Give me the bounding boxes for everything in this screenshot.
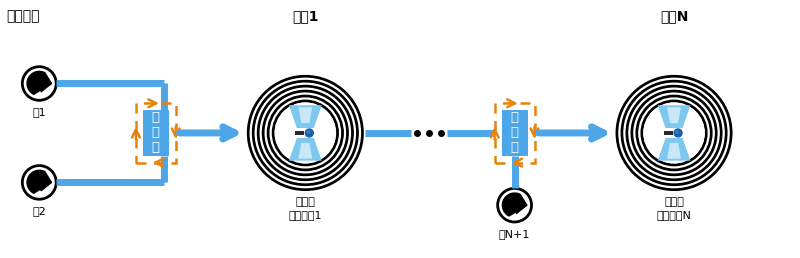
Text: 原料底物: 原料底物 <box>6 9 40 23</box>
Circle shape <box>656 115 692 151</box>
Circle shape <box>644 103 704 163</box>
Circle shape <box>622 80 727 186</box>
Circle shape <box>290 118 321 148</box>
Circle shape <box>626 85 722 180</box>
Text: 产品1: 产品1 <box>292 9 318 23</box>
Polygon shape <box>516 197 526 214</box>
Circle shape <box>629 88 719 178</box>
Polygon shape <box>289 105 322 128</box>
Text: 混
合
器: 混 合 器 <box>152 111 160 155</box>
Circle shape <box>278 105 334 161</box>
Text: 连续流
光反应器N: 连续流 光反应器N <box>657 197 691 220</box>
Circle shape <box>651 110 697 156</box>
Circle shape <box>631 90 717 175</box>
Circle shape <box>275 103 335 163</box>
Polygon shape <box>502 193 526 216</box>
Polygon shape <box>658 138 690 161</box>
Circle shape <box>644 103 704 163</box>
Polygon shape <box>41 75 51 92</box>
Polygon shape <box>298 107 312 123</box>
Circle shape <box>636 95 712 171</box>
Text: 产品N: 产品N <box>660 9 688 23</box>
FancyBboxPatch shape <box>502 110 527 156</box>
Circle shape <box>287 115 323 151</box>
Circle shape <box>306 129 314 137</box>
Circle shape <box>307 131 310 133</box>
Polygon shape <box>298 143 312 159</box>
Circle shape <box>267 95 343 171</box>
Circle shape <box>675 131 678 133</box>
Circle shape <box>282 110 328 156</box>
Text: 泵2: 泵2 <box>32 206 46 216</box>
Circle shape <box>255 83 355 183</box>
Polygon shape <box>27 71 51 94</box>
Polygon shape <box>27 170 51 193</box>
Polygon shape <box>41 174 51 191</box>
Polygon shape <box>667 143 681 159</box>
Circle shape <box>634 93 714 173</box>
Circle shape <box>266 93 346 173</box>
Circle shape <box>258 85 353 180</box>
Polygon shape <box>289 138 322 161</box>
Text: 混
合
器: 混 合 器 <box>510 111 518 155</box>
Text: 泵1: 泵1 <box>33 107 46 117</box>
Circle shape <box>624 83 724 183</box>
Circle shape <box>641 100 707 166</box>
Circle shape <box>280 108 330 158</box>
Circle shape <box>619 78 729 188</box>
Circle shape <box>260 88 350 178</box>
Circle shape <box>247 76 363 190</box>
Circle shape <box>659 118 690 148</box>
Circle shape <box>674 129 682 137</box>
Circle shape <box>250 78 360 188</box>
Circle shape <box>649 108 699 158</box>
Circle shape <box>253 80 358 186</box>
Circle shape <box>273 100 338 166</box>
Circle shape <box>270 98 341 168</box>
Circle shape <box>616 76 732 190</box>
FancyBboxPatch shape <box>143 110 169 156</box>
Circle shape <box>275 103 335 163</box>
Text: 泵N+1: 泵N+1 <box>499 229 530 239</box>
Circle shape <box>646 105 702 161</box>
Circle shape <box>639 98 709 168</box>
Circle shape <box>285 113 326 153</box>
Circle shape <box>262 90 348 175</box>
Polygon shape <box>658 105 690 128</box>
Text: 连续流
光反应器1: 连续流 光反应器1 <box>289 197 322 220</box>
Circle shape <box>654 113 694 153</box>
Polygon shape <box>667 107 681 123</box>
